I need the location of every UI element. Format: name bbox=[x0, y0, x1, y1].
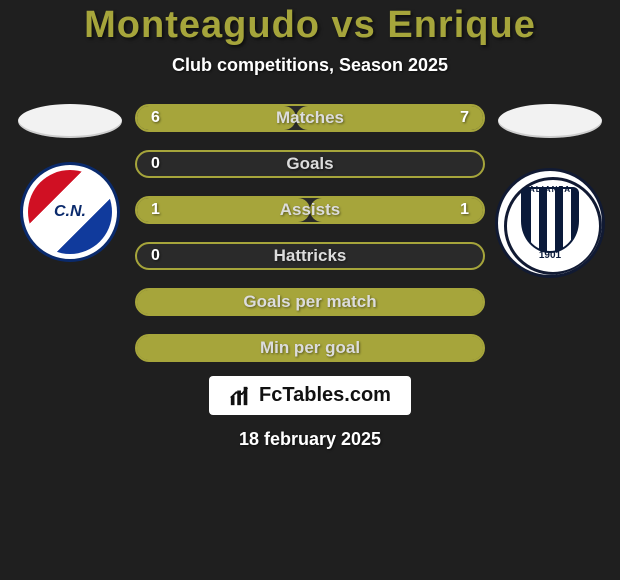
page-title: Monteagudo vs Enrique bbox=[84, 4, 536, 47]
stat-pill: Goals per match bbox=[135, 288, 485, 316]
brand-watermark: FcTables.com bbox=[209, 376, 411, 415]
stat-pill: Min per goal bbox=[135, 334, 485, 362]
comparison-infographic: Monteagudo vs Enrique Club competitions,… bbox=[0, 0, 620, 580]
stat-pill: 6 7 Matches bbox=[135, 104, 485, 132]
stat-label: Matches bbox=[276, 108, 344, 128]
stat-value-left: 6 bbox=[151, 109, 160, 127]
stats-area: C.N. 6 7 Matches 0 Goals 1 1 Assists 0 Hattricks G… bbox=[0, 104, 620, 362]
left-player-silhouette bbox=[18, 104, 122, 138]
right-player-silhouette bbox=[498, 104, 602, 138]
stat-fill-left bbox=[137, 106, 296, 130]
left-player-column: C.N. bbox=[10, 104, 130, 262]
right-player-column: ALIANZA 1901 bbox=[490, 104, 610, 278]
stat-value-left: 0 bbox=[151, 247, 160, 265]
left-club-crest: C.N. bbox=[20, 162, 120, 262]
bar-chart-icon bbox=[229, 385, 251, 407]
right-crest-year: 1901 bbox=[498, 250, 602, 261]
stat-value-left: 0 bbox=[151, 155, 160, 173]
right-crest-banner: ALIANZA bbox=[510, 185, 590, 194]
right-club-crest: ALIANZA 1901 bbox=[495, 168, 605, 278]
left-crest-initials: C.N. bbox=[23, 203, 117, 221]
stat-label: Hattricks bbox=[274, 246, 347, 266]
stat-label: Goals bbox=[286, 154, 333, 174]
stat-pill: 0 Hattricks bbox=[135, 242, 485, 270]
stat-value-left: 1 bbox=[151, 201, 160, 219]
stats-column: 6 7 Matches 0 Goals 1 1 Assists 0 Hattricks Goals … bbox=[130, 104, 490, 362]
stat-pill: 0 Goals bbox=[135, 150, 485, 178]
stat-label: Min per goal bbox=[260, 338, 360, 358]
stat-value-right: 7 bbox=[460, 109, 469, 127]
page-subtitle: Club competitions, Season 2025 bbox=[172, 55, 448, 76]
stat-label: Goals per match bbox=[243, 292, 376, 312]
brand-text: FcTables.com bbox=[259, 384, 391, 407]
stat-label: Assists bbox=[280, 200, 340, 220]
footer-date: 18 february 2025 bbox=[239, 429, 381, 450]
stat-pill: 1 1 Assists bbox=[135, 196, 485, 224]
stat-value-right: 1 bbox=[460, 201, 469, 219]
right-crest-shield bbox=[521, 187, 579, 253]
